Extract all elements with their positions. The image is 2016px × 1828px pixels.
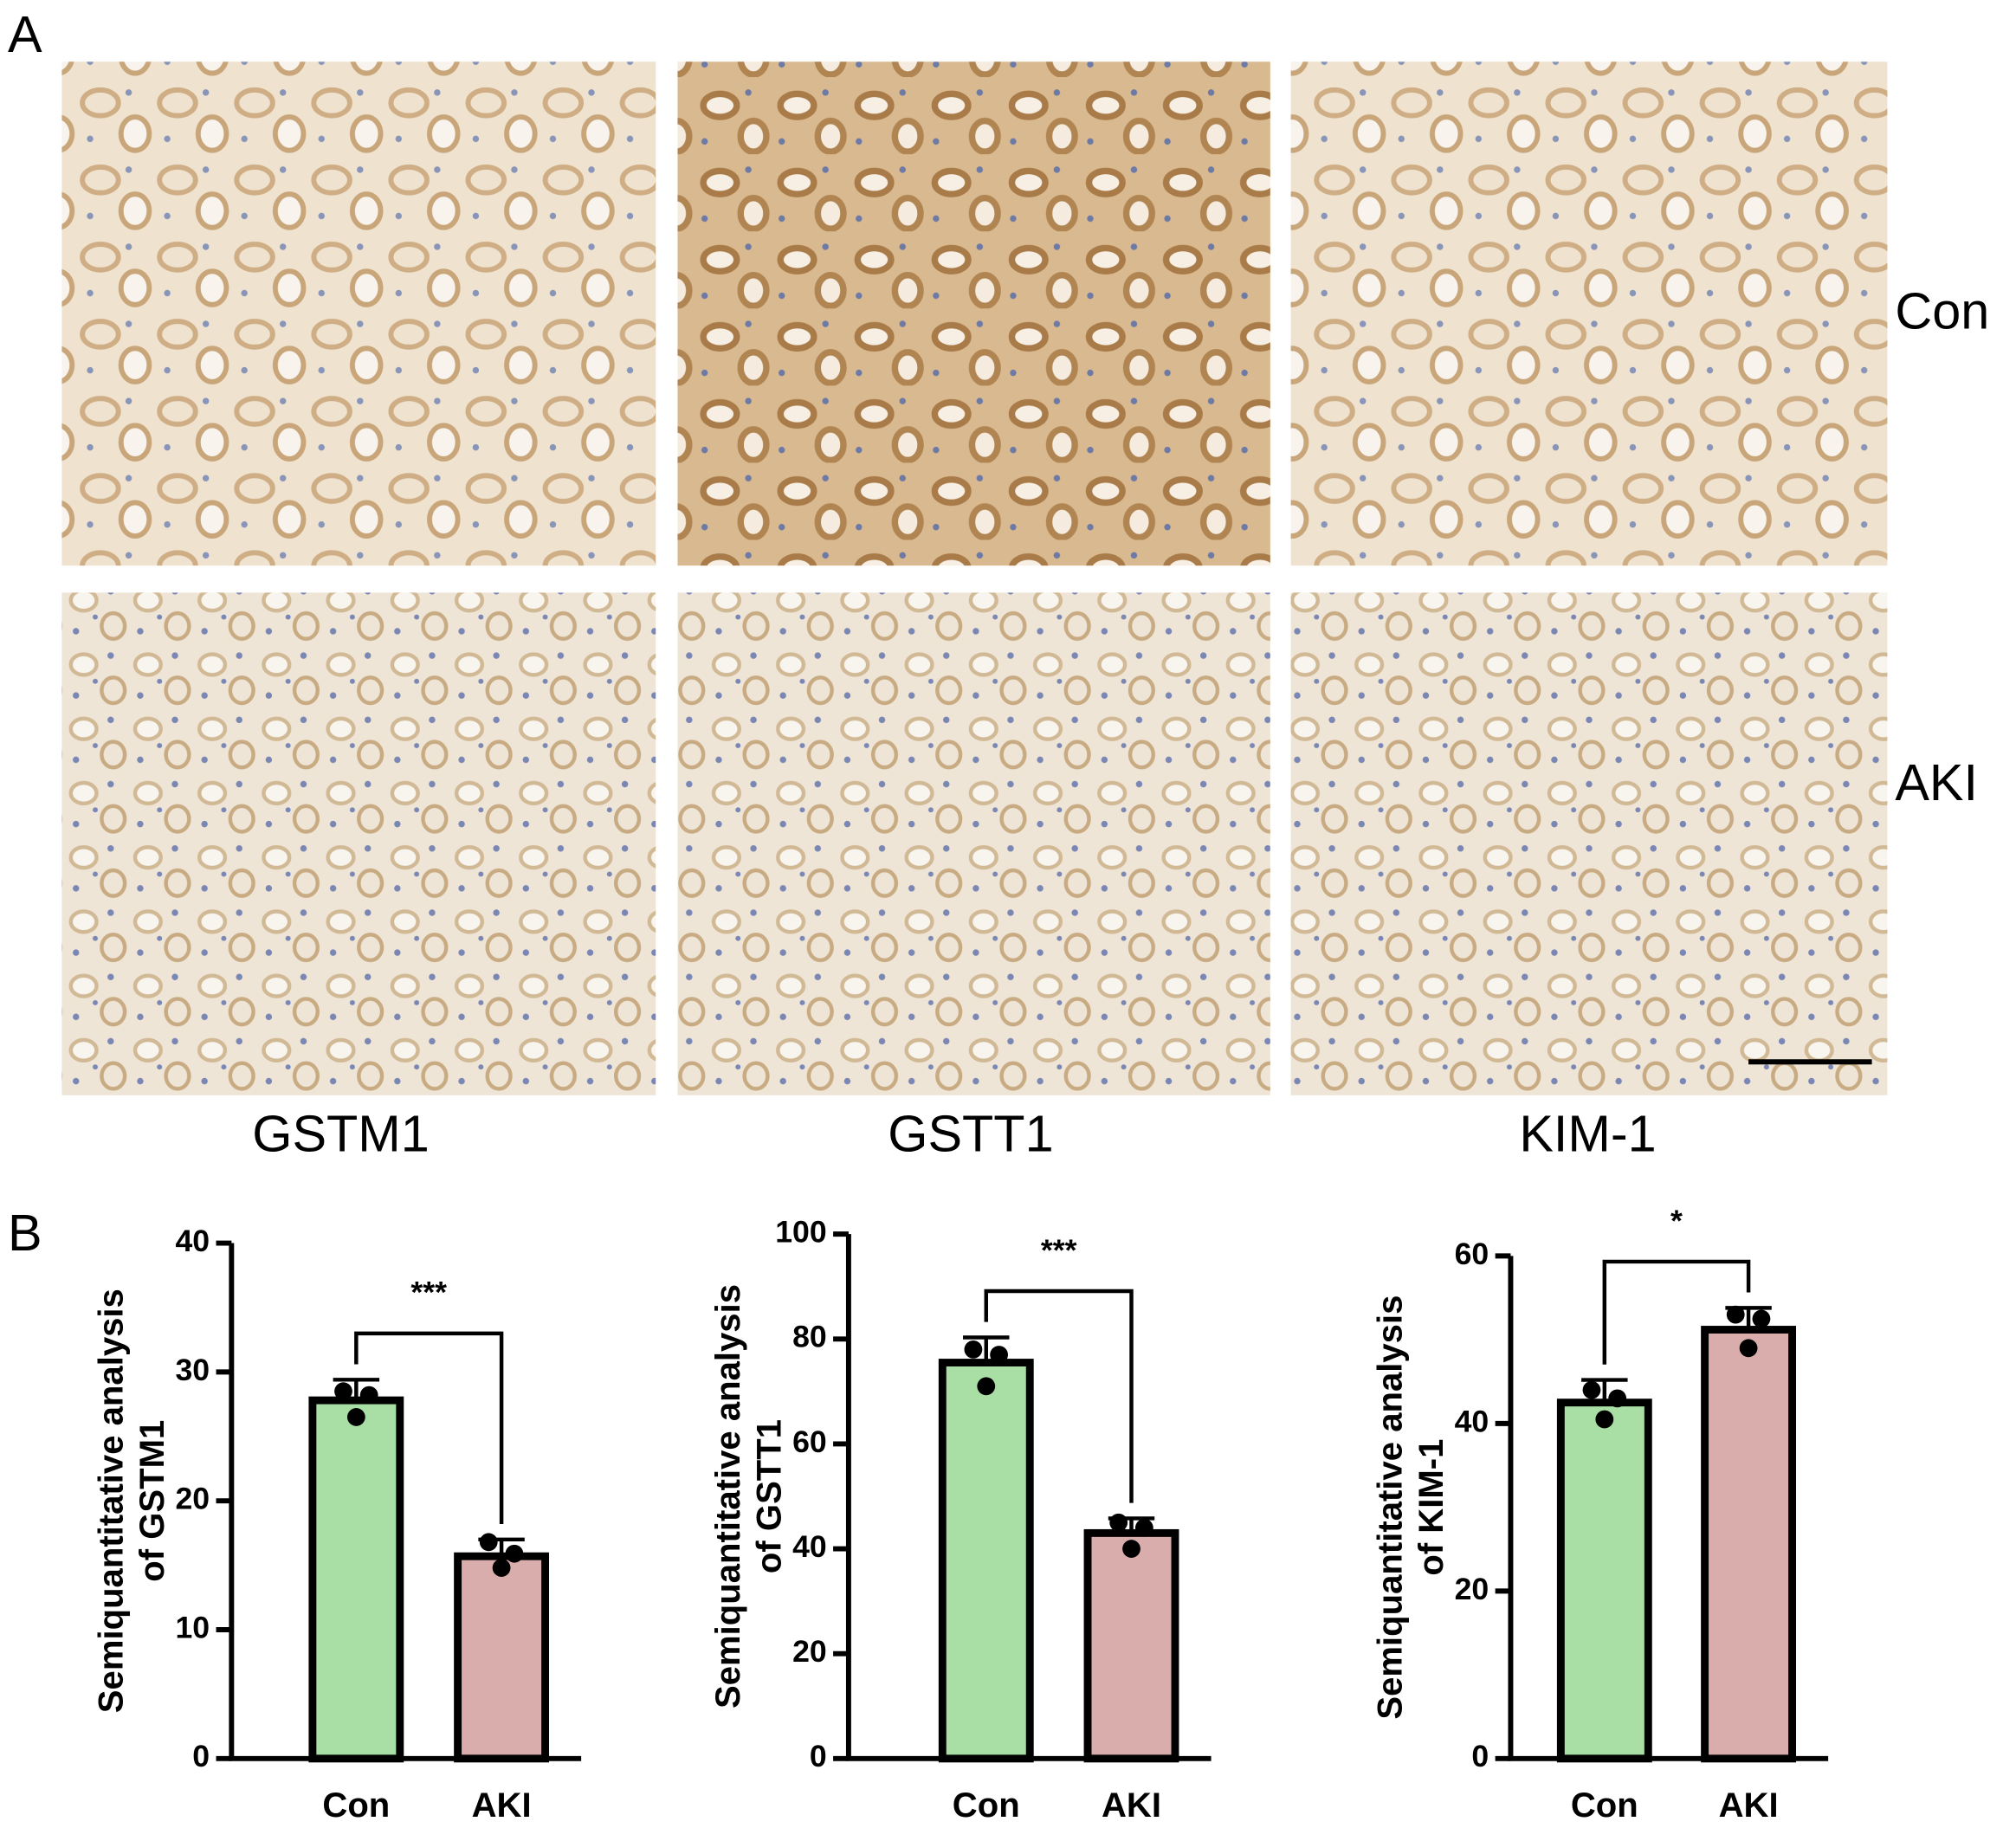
y-tick-label: 60 bbox=[792, 1424, 827, 1459]
panel-label: A bbox=[8, 5, 42, 63]
y-axis-label: Semiquantitative analysis bbox=[1371, 1295, 1409, 1720]
y-tick-label: 30 bbox=[175, 1353, 210, 1387]
y-tick-label: 0 bbox=[810, 1739, 827, 1773]
column-label: GSTT1 bbox=[888, 1104, 1053, 1162]
micrograph bbox=[1290, 592, 1888, 1095]
y-axis-label: of KIM-1 bbox=[1412, 1439, 1451, 1576]
micrograph bbox=[61, 61, 656, 566]
y-tick-label: 10 bbox=[175, 1610, 210, 1644]
bar bbox=[1701, 1326, 1797, 1763]
significance-label: *** bbox=[410, 1276, 447, 1310]
y-tick-label: 40 bbox=[1455, 1404, 1489, 1438]
data-point bbox=[977, 1377, 996, 1396]
y-axis-label: of GSTM1 bbox=[133, 1420, 171, 1582]
bar bbox=[938, 1359, 1034, 1763]
significance-bracket bbox=[1602, 1259, 1751, 1365]
bar bbox=[454, 1552, 550, 1763]
data-point bbox=[334, 1382, 352, 1401]
y-axis-label: of GSTT1 bbox=[750, 1419, 788, 1573]
y-axis-label: Semiquantitative analysis bbox=[709, 1284, 747, 1709]
panel-label: B bbox=[8, 1204, 42, 1262]
x-tick-label: Con bbox=[322, 1786, 390, 1825]
data-point bbox=[1582, 1380, 1601, 1399]
data-point bbox=[1739, 1339, 1758, 1358]
significance-label: * bbox=[1670, 1204, 1683, 1238]
y-tick-label: 40 bbox=[792, 1529, 827, 1564]
data-point bbox=[346, 1408, 365, 1426]
y-tick-label: 100 bbox=[775, 1215, 826, 1250]
data-point bbox=[964, 1340, 983, 1359]
y-tick-label: 0 bbox=[192, 1739, 210, 1773]
significance-bracket bbox=[354, 1331, 504, 1525]
y-axis-label: Semiquantitative analysis bbox=[92, 1289, 130, 1713]
data-point bbox=[505, 1544, 524, 1563]
data-point bbox=[1134, 1518, 1153, 1537]
x-tick-label: Con bbox=[1571, 1786, 1638, 1825]
data-point bbox=[1608, 1389, 1627, 1408]
data-point bbox=[1595, 1410, 1614, 1429]
x-tick-label: AKI bbox=[472, 1786, 532, 1825]
micrographs bbox=[61, 61, 1888, 1095]
y-tick-label: 20 bbox=[792, 1634, 827, 1669]
y-tick-label: 80 bbox=[792, 1320, 827, 1354]
row-label: AKI bbox=[1895, 753, 1978, 811]
data-point bbox=[1726, 1305, 1745, 1324]
significance-label: *** bbox=[1041, 1233, 1077, 1268]
row-label: Con bbox=[1895, 281, 1989, 339]
column-label: KIM-1 bbox=[1519, 1104, 1656, 1162]
data-point bbox=[479, 1533, 498, 1552]
micrograph bbox=[677, 592, 1270, 1095]
micrograph bbox=[61, 592, 656, 1095]
y-tick-label: 60 bbox=[1455, 1237, 1489, 1271]
data-point bbox=[1109, 1513, 1128, 1532]
y-tick-label: 0 bbox=[1471, 1739, 1489, 1773]
y-tick-label: 40 bbox=[175, 1224, 210, 1258]
x-tick-label: Con bbox=[953, 1786, 1020, 1825]
column-label: GSTM1 bbox=[252, 1104, 430, 1162]
micrograph bbox=[1290, 61, 1888, 566]
data-point bbox=[1122, 1540, 1140, 1558]
bar bbox=[1556, 1398, 1652, 1763]
bar bbox=[1083, 1528, 1179, 1763]
data-point bbox=[1752, 1309, 1771, 1328]
micrograph bbox=[677, 61, 1270, 566]
data-point bbox=[990, 1346, 1008, 1364]
y-tick-label: 20 bbox=[1455, 1572, 1489, 1606]
data-point bbox=[492, 1559, 511, 1577]
x-tick-label: AKI bbox=[1719, 1786, 1779, 1825]
significance-bracket bbox=[984, 1289, 1134, 1503]
x-tick-label: AKI bbox=[1102, 1786, 1161, 1825]
bar bbox=[308, 1396, 404, 1763]
data-point bbox=[359, 1386, 378, 1405]
y-tick-label: 20 bbox=[175, 1482, 210, 1516]
